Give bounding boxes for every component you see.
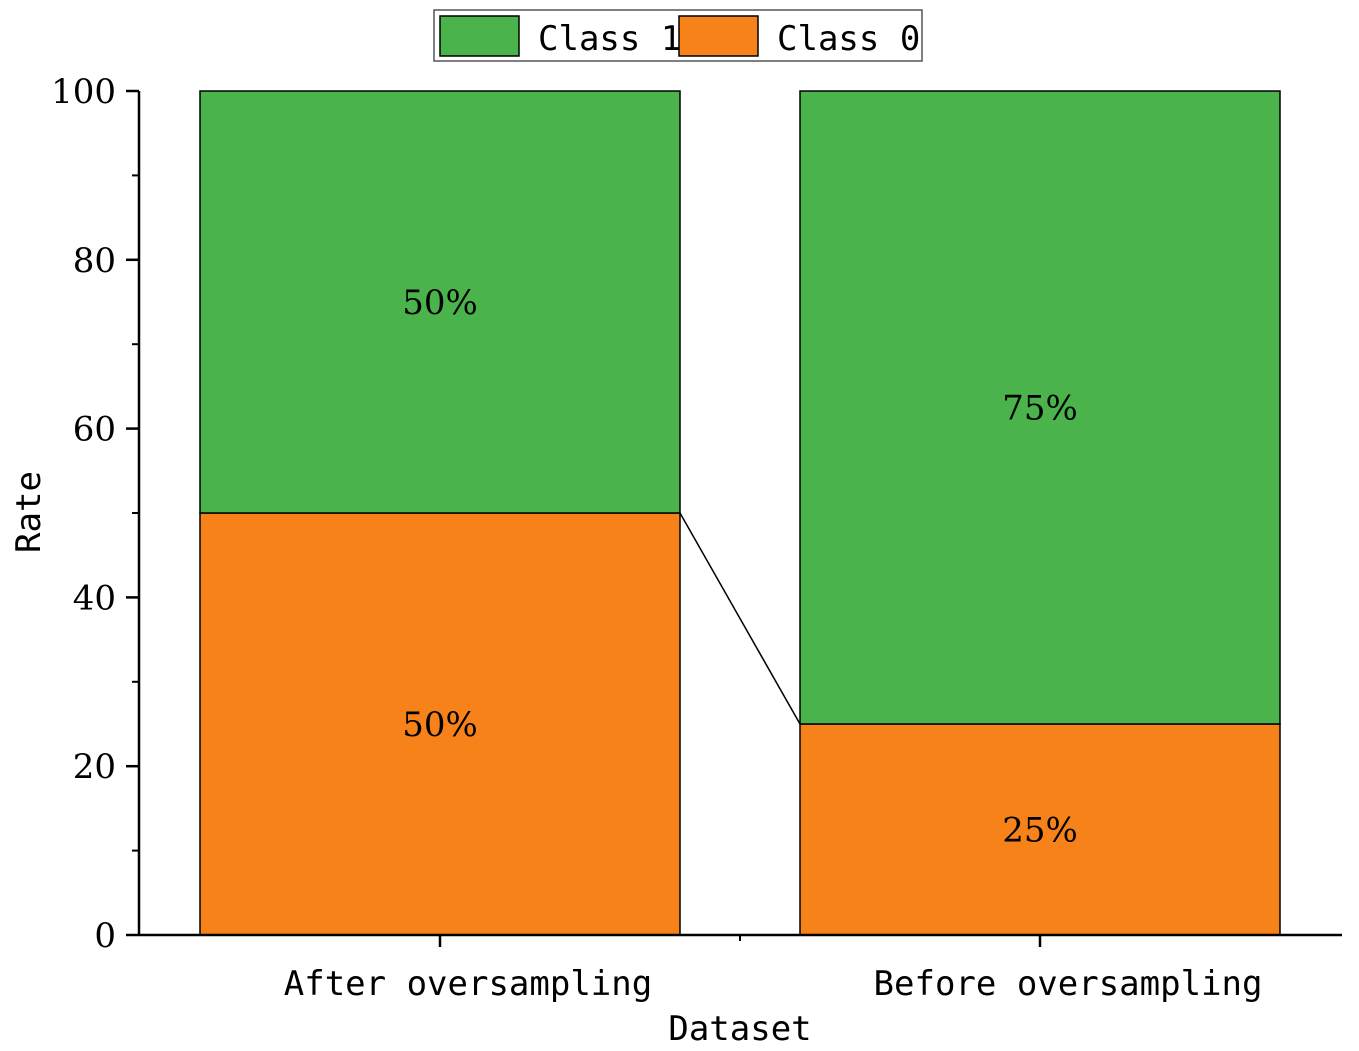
y-tick-label-80: 80	[73, 241, 116, 281]
x-tick-label-after-oversampling: After oversampling	[284, 964, 652, 1004]
connector-line	[679, 512, 801, 725]
data-label-after-oversampling-class-0: 50%	[402, 705, 478, 745]
legend: Class 1 Class 0	[433, 9, 923, 62]
y-tick-label-40: 40	[73, 578, 116, 618]
legend-swatch-class-0	[678, 15, 759, 57]
y-tick-label-20: 20	[73, 747, 116, 787]
data-label-before-oversampling-class-0: 25%	[1002, 811, 1078, 851]
data-labels-group: 50% 50% 25% 75%	[402, 283, 1078, 851]
x-ticks-group: After oversampling Before oversampling	[284, 935, 1263, 1004]
legend-swatch-class-1	[439, 15, 520, 57]
y-tick-label-60: 60	[73, 410, 116, 450]
y-ticks-group: 0 20 40 60 80 100	[51, 72, 139, 956]
bar-after-oversampling-class-0	[199, 512, 681, 936]
y-tick-label-100: 100	[51, 72, 116, 112]
legend-label-class-0: Class 0	[777, 19, 920, 59]
connector-lines	[679, 512, 801, 725]
bar-before-oversampling-class-1	[799, 90, 1281, 725]
x-axis-title: Dataset	[668, 1009, 811, 1049]
legend-label-class-1: Class 1	[538, 19, 681, 59]
data-label-before-oversampling-class-1: 75%	[1002, 389, 1078, 429]
y-axis-title: Rate	[9, 471, 49, 553]
data-label-after-oversampling-class-1: 50%	[402, 283, 478, 323]
x-tick-label-before-oversampling: Before oversampling	[874, 964, 1263, 1004]
bars-group	[199, 90, 1281, 936]
y-tick-label-0: 0	[94, 916, 116, 956]
bar-after-oversampling-class-1	[199, 90, 681, 514]
